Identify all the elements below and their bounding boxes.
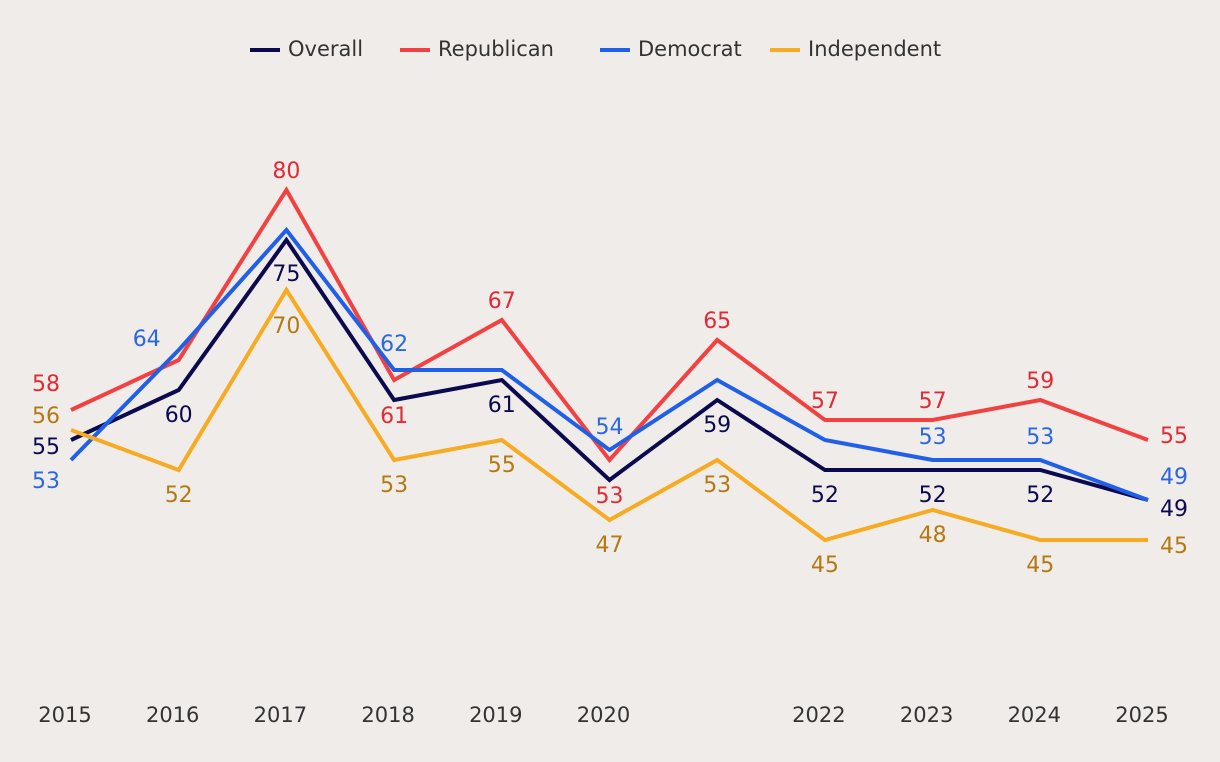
x-tick-label: 2016 <box>146 703 199 727</box>
x-tick-label: 2015 <box>38 703 91 727</box>
x-tick-label: 2023 <box>900 703 953 727</box>
x-tick-label: 2020 <box>577 703 630 727</box>
data-label: 53 <box>1026 425 1054 450</box>
legend-label: Independent <box>808 37 941 61</box>
data-label: 53 <box>919 425 947 450</box>
x-tick-label: 2024 <box>1008 703 1061 727</box>
data-label: 56 <box>32 404 60 429</box>
data-label: 59 <box>1026 369 1054 394</box>
series-line <box>70 236 1149 502</box>
legend-label: Overall <box>288 37 363 61</box>
data-label: 53 <box>596 484 624 509</box>
x-tick-label: 2025 <box>1115 703 1168 727</box>
data-label: 49 <box>1160 465 1188 490</box>
data-label: 67 <box>488 289 516 314</box>
data-label: 47 <box>596 533 624 558</box>
data-label: 65 <box>703 309 731 334</box>
data-label: 54 <box>596 415 624 440</box>
data-label: 60 <box>165 403 193 428</box>
data-label: 53 <box>380 473 408 498</box>
data-label: 58 <box>32 372 60 397</box>
data-label: 45 <box>1160 534 1188 559</box>
data-label: 52 <box>919 483 947 508</box>
data-label: 59 <box>703 413 731 438</box>
data-label: 49 <box>1160 497 1188 522</box>
x-tick-label: 2022 <box>792 703 845 727</box>
data-label: 57 <box>919 389 947 414</box>
data-label: 48 <box>919 523 947 548</box>
data-label: 52 <box>165 483 193 508</box>
data-label: 53 <box>32 469 60 494</box>
data-label: 70 <box>272 314 300 339</box>
data-label: 45 <box>1026 553 1054 578</box>
data-label: 55 <box>1160 424 1188 449</box>
data-label: 64 <box>133 327 161 352</box>
legend-label: Republican <box>438 37 554 61</box>
data-label: 62 <box>380 332 408 357</box>
x-tick-label: 2019 <box>469 703 522 727</box>
x-tick-label: 2018 <box>361 703 414 727</box>
data-label: 61 <box>380 404 408 429</box>
series-line <box>70 186 1149 464</box>
data-label: 75 <box>272 262 300 287</box>
series-line <box>69 226 1149 502</box>
data-label: 45 <box>811 553 839 578</box>
data-label: 55 <box>32 435 60 460</box>
x-tick-label: 2017 <box>254 703 307 727</box>
data-label: 61 <box>488 393 516 418</box>
data-label: 80 <box>272 159 300 184</box>
data-label: 55 <box>488 453 516 478</box>
data-label: 52 <box>1026 483 1054 508</box>
data-label: 52 <box>811 483 839 508</box>
data-label: 53 <box>703 473 731 498</box>
legend-label: Democrat <box>638 37 742 61</box>
data-label: 57 <box>811 389 839 414</box>
series-line <box>70 286 1148 543</box>
